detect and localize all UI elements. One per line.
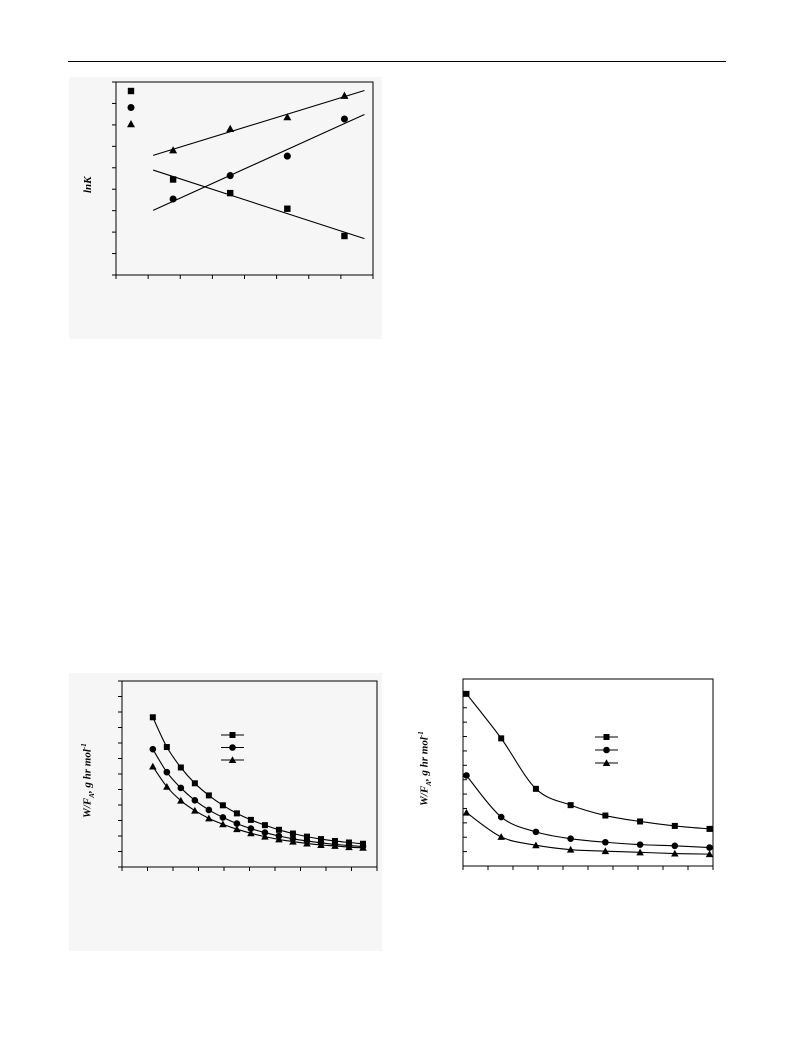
data-point-square xyxy=(341,232,348,240)
data-point-circle xyxy=(497,813,505,821)
data-point-square xyxy=(149,714,156,721)
data-point-triangle xyxy=(636,848,644,856)
fit-line-square xyxy=(152,169,365,240)
data-point-triangle xyxy=(226,124,235,132)
figure-panel-lnk xyxy=(69,77,382,339)
legend-marker-triangle xyxy=(228,756,237,763)
data-point-triangle xyxy=(359,844,367,851)
data-point-circle xyxy=(177,784,185,792)
data-point-square xyxy=(247,816,254,823)
legend-marker-circle xyxy=(229,744,236,751)
data-point-triangle xyxy=(233,825,241,833)
data-point-square xyxy=(602,812,609,819)
data-point-triangle xyxy=(317,841,325,848)
data-point-square xyxy=(317,836,324,843)
data-point-square xyxy=(567,802,574,809)
data-point-triangle xyxy=(177,796,185,804)
data-point-triangle xyxy=(331,842,339,849)
data-point-square xyxy=(289,830,296,837)
legend-marker-square xyxy=(229,732,236,738)
data-point-square xyxy=(219,802,226,809)
series-curve-triangle xyxy=(466,812,710,855)
fit-line-circle xyxy=(152,113,365,211)
series-curve-square xyxy=(466,693,710,830)
data-point-square xyxy=(532,785,539,792)
data-point-circle xyxy=(205,806,213,814)
data-point-circle xyxy=(247,825,255,832)
data-point-circle xyxy=(219,814,227,821)
data-point-square xyxy=(706,825,713,832)
data-point-triangle xyxy=(163,782,171,790)
data-point-square xyxy=(261,822,268,829)
data-point-triangle xyxy=(191,806,199,814)
data-point-triangle xyxy=(462,808,471,816)
fit-line-triangle xyxy=(152,89,365,156)
data-point-square xyxy=(191,780,198,787)
page-header-rule xyxy=(68,61,726,62)
data-point-triangle xyxy=(261,832,269,840)
data-point-circle xyxy=(706,844,713,851)
data-point-square xyxy=(284,205,291,212)
figure-panel-wfa-left xyxy=(69,673,382,951)
data-point-circle xyxy=(191,797,199,804)
data-point-triangle xyxy=(532,841,540,849)
data-point-triangle xyxy=(247,829,255,837)
wfa-right-y-axis-label: W/FA, g hr mol-1 xyxy=(417,731,433,806)
data-point-circle xyxy=(163,768,171,776)
data-point-circle xyxy=(532,828,540,836)
data-point-circle xyxy=(602,838,609,846)
data-point-circle xyxy=(567,835,574,842)
data-point-square xyxy=(169,176,177,183)
data-point-triangle xyxy=(345,843,353,851)
data-point-square xyxy=(498,735,505,742)
data-point-square xyxy=(637,818,644,825)
data-point-circle xyxy=(671,842,679,850)
series-curve-circle xyxy=(152,748,364,848)
data-point-triangle xyxy=(566,845,575,853)
data-point-square xyxy=(275,826,282,833)
data-point-square xyxy=(671,822,678,829)
legend-marker-triangle xyxy=(602,759,611,766)
data-point-triangle xyxy=(219,820,227,828)
data-point-square xyxy=(303,833,310,840)
data-point-triangle xyxy=(275,835,283,843)
series-curve-square xyxy=(152,717,364,845)
data-point-square xyxy=(227,189,234,197)
data-point-triangle xyxy=(497,833,505,840)
data-point-triangle xyxy=(303,839,311,847)
data-point-circle xyxy=(283,152,291,160)
data-point-circle xyxy=(169,195,177,203)
data-point-circle xyxy=(226,172,234,180)
data-point-triangle xyxy=(705,850,714,858)
data-point-circle xyxy=(149,745,157,753)
legend-marker-square xyxy=(127,87,135,95)
data-point-triangle xyxy=(283,113,292,121)
legend-marker-circle xyxy=(127,103,135,112)
data-point-square xyxy=(205,792,212,799)
data-point-square xyxy=(177,764,184,771)
data-point-square xyxy=(331,837,338,844)
legend-marker-circle xyxy=(603,746,610,754)
data-point-triangle xyxy=(169,146,178,154)
data-point-square xyxy=(163,744,170,751)
data-point-square xyxy=(463,690,470,697)
data-point-triangle xyxy=(601,847,610,855)
data-point-circle xyxy=(463,772,470,779)
data-point-triangle xyxy=(340,91,349,99)
data-point-circle xyxy=(636,841,644,848)
data-point-square xyxy=(233,810,240,817)
legend-marker-square xyxy=(603,734,610,740)
series-curve-triangle xyxy=(152,766,364,849)
data-point-triangle xyxy=(205,814,213,822)
legend-marker-triangle xyxy=(127,120,135,128)
data-point-triangle xyxy=(289,837,297,845)
data-point-circle xyxy=(340,115,348,123)
data-point-triangle xyxy=(671,849,679,857)
data-point-circle xyxy=(233,820,241,827)
data-point-circle xyxy=(261,829,269,836)
data-point-triangle xyxy=(149,762,157,770)
